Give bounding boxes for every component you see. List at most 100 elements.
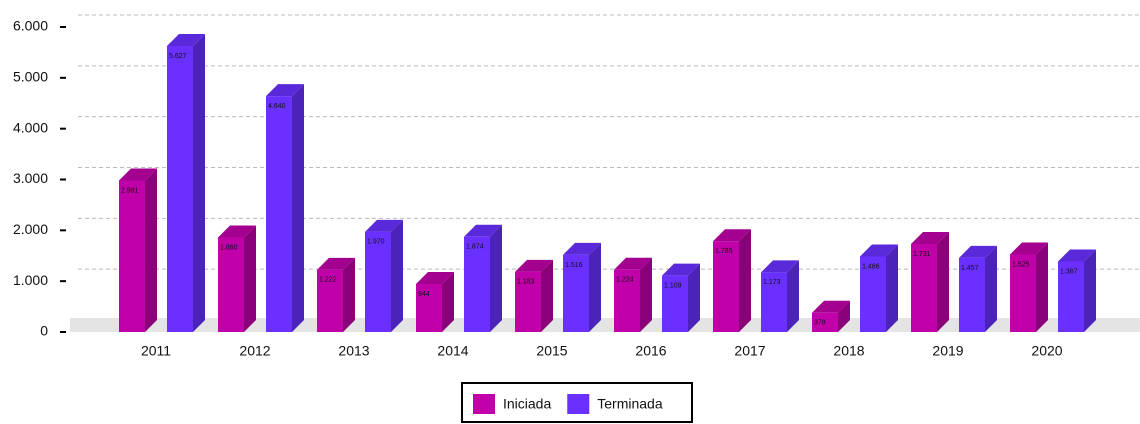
bar: [266, 96, 292, 332]
legend-label: Terminada: [597, 396, 663, 412]
bar-side: [640, 257, 652, 332]
value-label: 1.173: [763, 279, 781, 286]
value-label: 1.516: [565, 262, 583, 269]
bar-top: [563, 242, 601, 255]
value-label: 1.183: [517, 279, 535, 286]
value-label: 944: [418, 291, 430, 298]
bar-top: [515, 259, 553, 272]
x-tick-label: 2015: [536, 343, 567, 359]
bar: [713, 241, 739, 332]
x-tick-label: 2019: [932, 343, 963, 359]
value-label: 1.486: [862, 263, 880, 270]
bar: [860, 256, 886, 332]
value-label: 1.731: [913, 251, 931, 258]
value-label: 1.970: [367, 239, 385, 246]
y-tick-label: 1.000: [13, 272, 48, 288]
value-label: 1.224: [616, 277, 634, 284]
bar: [1058, 261, 1084, 332]
bar-top: [959, 245, 997, 258]
y-tick-label: 0: [40, 323, 48, 339]
bar: [614, 269, 640, 332]
bar: [563, 254, 589, 332]
bar: [317, 269, 343, 332]
bar: [167, 45, 193, 332]
bar-side: [490, 224, 502, 332]
value-label: 5.627: [169, 53, 187, 60]
bar-side: [292, 84, 304, 332]
bar-side: [391, 219, 403, 332]
bar: [365, 231, 391, 332]
bar-side: [1036, 242, 1048, 332]
bar-side: [442, 272, 454, 332]
value-label: 1.457: [961, 265, 979, 272]
bar: [416, 284, 442, 332]
value-label: 1.525: [1012, 261, 1030, 268]
legend-swatch: [473, 394, 495, 414]
value-label: 2.981: [121, 187, 139, 194]
y-tick-label: 4.000: [13, 119, 48, 135]
bar: [464, 236, 490, 332]
bar-top: [464, 224, 502, 237]
bar-top: [266, 84, 304, 97]
x-tick-label: 2012: [239, 343, 270, 359]
bar-top: [1010, 242, 1048, 255]
y-tick-label: 5.000: [13, 69, 48, 85]
bar-side: [886, 244, 898, 332]
legend-label: Iniciada: [503, 396, 551, 412]
bar-top: [911, 232, 949, 245]
value-label: 1.222: [319, 277, 337, 284]
bar-side: [589, 242, 601, 332]
value-label: 378: [814, 320, 826, 327]
value-label: 1.874: [466, 244, 484, 251]
bar-top: [119, 168, 157, 181]
bar-top: [1058, 249, 1096, 262]
value-label: 1.860: [220, 244, 238, 251]
bar-top: [416, 272, 454, 285]
bar-side: [739, 229, 751, 332]
bar-side: [937, 232, 949, 332]
x-tick-label: 2014: [437, 343, 468, 359]
y-tick-label: 6.000: [13, 18, 48, 34]
value-label: 1.785: [715, 248, 733, 255]
bar-side: [244, 225, 256, 332]
bar: [761, 272, 787, 332]
bar-side: [1084, 249, 1096, 332]
bar-top: [365, 219, 403, 232]
bar-top: [662, 263, 700, 276]
y-tick-label: 2.000: [13, 221, 48, 237]
y-tick-label: 3.000: [13, 170, 48, 186]
x-tick-label: 2018: [833, 343, 864, 359]
bar-top: [812, 300, 850, 313]
bar-top: [713, 229, 751, 242]
bar: [515, 271, 541, 332]
bar: [1010, 254, 1036, 332]
bar-side: [541, 259, 553, 332]
value-label: 4.640: [268, 103, 286, 110]
bar: [218, 237, 244, 332]
x-tick-label: 2016: [635, 343, 666, 359]
bar-side: [688, 263, 700, 332]
x-tick-label: 2013: [338, 343, 369, 359]
bar-top: [317, 257, 355, 270]
bar-side: [985, 245, 997, 332]
bar: [959, 257, 985, 332]
x-tick-label: 2020: [1031, 343, 1062, 359]
value-label: 1.109: [664, 282, 682, 289]
bar: [119, 180, 145, 332]
bar: [911, 244, 937, 332]
bar-side: [787, 260, 799, 332]
bar-top: [218, 225, 256, 238]
legend-swatch: [567, 394, 590, 414]
bar-side: [343, 257, 355, 332]
bar-top: [860, 244, 898, 257]
bar-top: [761, 260, 799, 273]
x-tick-label: 2011: [141, 343, 171, 359]
bar-top: [614, 257, 652, 270]
value-label: 1.387: [1060, 268, 1078, 275]
bar-top: [167, 33, 205, 46]
bar-side: [838, 300, 850, 332]
bar-side: [193, 33, 205, 332]
bar: [662, 275, 688, 332]
bar-side: [145, 168, 157, 332]
